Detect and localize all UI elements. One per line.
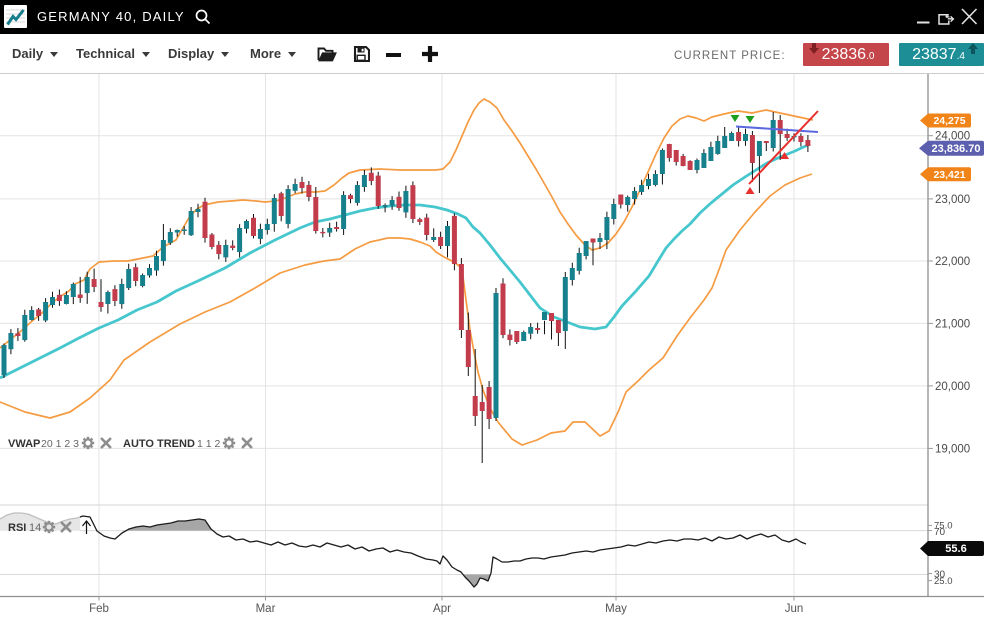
svg-text:22,000: 22,000 [935, 256, 970, 268]
svg-text:23,421: 23,421 [933, 169, 965, 181]
svg-text:55.6: 55.6 [945, 543, 966, 555]
svg-text:Apr: Apr [433, 603, 451, 615]
svg-text:70: 70 [934, 527, 946, 538]
svg-text:May: May [605, 603, 627, 615]
svg-text:RSI: RSI [8, 522, 26, 534]
svg-text:23,836.70: 23,836.70 [932, 143, 981, 155]
svg-text:75.0: 75.0 [934, 521, 953, 532]
svg-text:Mar: Mar [256, 603, 276, 615]
svg-text:20,000: 20,000 [935, 381, 970, 393]
svg-text:VWAP: VWAP [8, 438, 40, 450]
svg-text:Jun: Jun [785, 603, 804, 615]
svg-text:20 1 2 3: 20 1 2 3 [41, 438, 79, 450]
svg-text:AUTO TREND: AUTO TREND [123, 438, 195, 450]
svg-text:1 1 2: 1 1 2 [197, 438, 221, 450]
svg-text:24,275: 24,275 [933, 115, 965, 127]
svg-text:21,000: 21,000 [935, 318, 970, 330]
svg-text:23,000: 23,000 [935, 194, 970, 206]
svg-text:30: 30 [934, 570, 946, 581]
svg-text:24,000: 24,000 [935, 131, 970, 143]
svg-text:25.0: 25.0 [934, 576, 953, 587]
svg-text:19,000: 19,000 [935, 443, 970, 455]
svg-text:14: 14 [29, 522, 41, 534]
svg-text:Feb: Feb [89, 603, 109, 615]
